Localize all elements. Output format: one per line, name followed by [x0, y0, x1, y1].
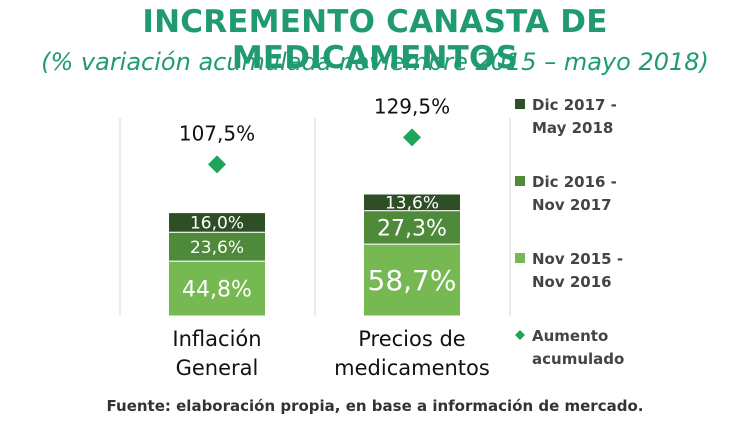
- data-label-0-2: 16,0%: [190, 214, 244, 234]
- legend-swatch-0: [515, 99, 525, 109]
- legend-label-3-1: acumulado: [532, 350, 624, 368]
- data-label-0-0: 44,8%: [182, 277, 252, 302]
- data-label-0-1: 23,6%: [190, 238, 244, 258]
- chart-subtitle: (% variación acumulada noviembre 2015 – …: [41, 48, 709, 76]
- legend-swatch-3: [515, 330, 525, 340]
- bar-segment-1-2: [363, 193, 461, 212]
- category-label-0-0: Inflación: [172, 327, 261, 351]
- total-label-0: 107,5%: [179, 121, 255, 145]
- legend-swatch-1: [515, 176, 525, 186]
- category-label-1-0: Precios de: [358, 327, 465, 351]
- source-note: Fuente: elaboración propia, en base a in…: [106, 397, 644, 415]
- legend-label-1-1: Nov 2017: [532, 196, 612, 214]
- chart-title: INCREMENTO CANASTA DE MEDICAMENTOS: [142, 4, 608, 76]
- bar-segment-1-1: [363, 210, 461, 245]
- bar-segment-0-2: [168, 212, 266, 233]
- total-marker-0: [208, 155, 226, 174]
- data-label-1-0: 58,7%: [368, 264, 457, 297]
- data-label-1-1: 27,3%: [377, 216, 447, 241]
- legend-label-2-0: Nov 2015 -: [532, 250, 623, 268]
- total-label-1: 129,5%: [374, 94, 450, 118]
- category-label-1-1: medicamentos: [334, 356, 490, 380]
- legend-label-0-1: May 2018: [532, 119, 613, 137]
- legend-label-1-0: Dic 2016 -: [532, 173, 617, 191]
- legend-label-2-1: Nov 2016: [532, 273, 612, 291]
- total-marker-1: [403, 128, 421, 147]
- bar-segment-1-0: [363, 243, 461, 317]
- legend-label-3-0: Aumento: [532, 327, 608, 345]
- data-label-1-2: 13,6%: [385, 193, 439, 213]
- legend-label-0-0: Dic 2017 -: [532, 96, 617, 114]
- category-label-0-1: General: [176, 356, 259, 380]
- bar-segment-0-0: [168, 260, 266, 317]
- legend-swatch-2: [515, 253, 525, 263]
